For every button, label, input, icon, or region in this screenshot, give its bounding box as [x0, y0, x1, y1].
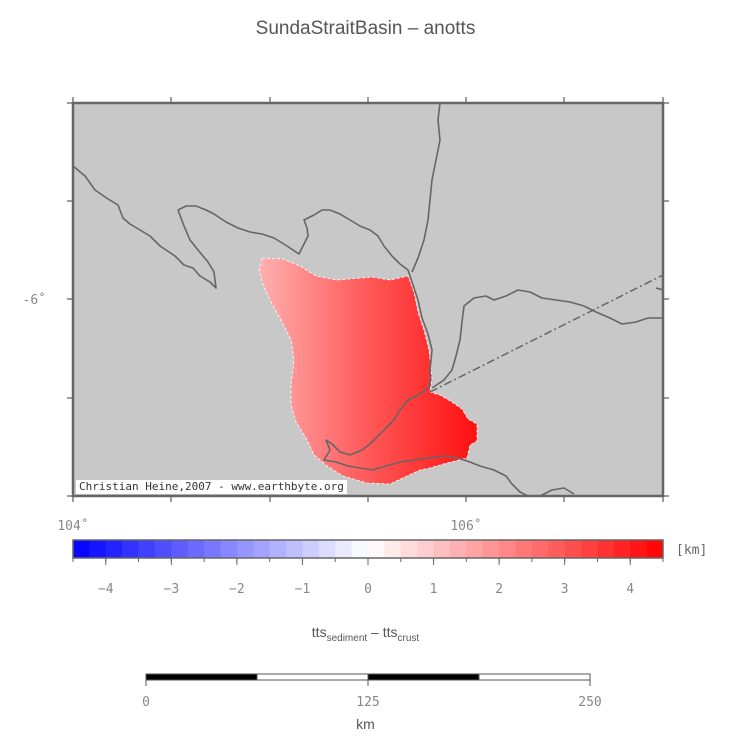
colorbar-cell: [236, 540, 254, 558]
colorbar-cell: [302, 540, 320, 558]
basin-anomaly-region: [258, 257, 478, 485]
colorbar-cell: [449, 540, 467, 558]
colorbar-ticks: [72, 558, 664, 565]
colorbar-cell: [171, 540, 189, 558]
credit-text: Christian Heine,2007 - www.earthbyte.org: [76, 480, 347, 494]
colorbar-tick-labels: −4 −3 −2 −1 0 1 2 3 4: [98, 582, 634, 597]
colorbar-tick-label: 3: [561, 582, 569, 597]
colorbar-cell: [220, 540, 238, 558]
colorbar-cell: [335, 540, 352, 558]
label-separator: –: [367, 624, 383, 640]
colorbar-tick-label: 4: [626, 582, 634, 597]
colorbar-cell: [515, 540, 533, 558]
scale-tick-label: 250: [578, 695, 601, 710]
colorbar-cell: [384, 540, 402, 558]
colorbar-cells: [73, 540, 664, 558]
colorbar-cell: [646, 540, 664, 558]
colorbar-cell: [400, 540, 418, 558]
colorbar-tick-label: −2: [229, 582, 245, 597]
colorbar-cell: [138, 540, 156, 558]
lon-tick-label: 106˚: [450, 518, 481, 534]
colorbar-cell: [286, 540, 303, 558]
colorbar-cell: [351, 540, 369, 558]
colorbar-cell: [613, 540, 631, 558]
label-sub-sediment: sediment: [326, 632, 368, 644]
colorbar-cell: [204, 540, 221, 558]
colorbar-cell: [433, 540, 451, 558]
colorbar-cell: [269, 540, 287, 558]
colorbar-cell: [154, 540, 172, 558]
lat-tick-label: -6˚: [23, 292, 46, 308]
colorbar-cell: [630, 540, 647, 558]
label-tts-1: tts: [311, 624, 327, 640]
colorbar-tick-label: −4: [98, 582, 114, 597]
colorbar: −4 −3 −2 −1 0 1 2 3 4: [72, 539, 664, 597]
colorbar-tick-label: 2: [495, 582, 503, 597]
colorbar-cell: [187, 540, 205, 558]
colorbar-cell: [122, 540, 139, 558]
colorbar-cell: [581, 540, 598, 558]
scale-unit-label: km: [356, 716, 375, 732]
colorbar-tick-label: 1: [430, 582, 438, 597]
colorbar-axis-label: ttssediment – ttscrust: [0, 624, 731, 644]
colorbar-cell: [499, 540, 516, 558]
colorbar-cell: [531, 540, 549, 558]
map-frame-ticks: [67, 97, 669, 502]
colorbar-unit: [km]: [676, 543, 708, 558]
colorbar-cell: [466, 540, 484, 558]
colorbar-cell: [73, 540, 90, 558]
colorbar-tick-label: 0: [364, 582, 372, 597]
boundary-line: [429, 274, 663, 393]
colorbar-cell: [368, 540, 385, 558]
colorbar-cell: [597, 540, 615, 558]
scale-tick-label: 0: [142, 695, 150, 710]
colorbar-cell: [105, 540, 123, 558]
colorbar-cell: [482, 540, 500, 558]
label-sub-crust: crust: [397, 632, 420, 644]
label-tts-2: tts: [382, 624, 398, 640]
colorbar-cell: [548, 540, 565, 558]
colorbar-tick-label: −3: [164, 582, 180, 597]
colorbar-cell: [564, 540, 582, 558]
scale-tick-label: 125: [356, 695, 379, 710]
colorbar-tick-label: −1: [295, 582, 311, 597]
colorbar-cell: [89, 540, 107, 558]
scale-bar: 0 125 250: [142, 673, 602, 710]
colorbar-cell: [318, 540, 336, 558]
colorbar-cell: [253, 540, 270, 558]
lon-tick-label: 104˚: [57, 518, 88, 534]
map-title: SundaStraitBasin – anotts: [255, 18, 476, 39]
colorbar-cell: [417, 540, 434, 558]
